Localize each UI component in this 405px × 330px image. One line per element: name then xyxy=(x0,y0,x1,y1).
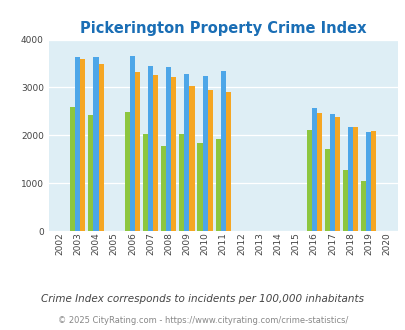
Title: Pickerington Property Crime Index: Pickerington Property Crime Index xyxy=(80,21,366,36)
Bar xyxy=(342,170,347,231)
Bar xyxy=(80,59,85,231)
Bar xyxy=(134,72,140,231)
Bar xyxy=(202,77,207,231)
Bar xyxy=(93,57,98,231)
Bar xyxy=(306,130,311,231)
Bar xyxy=(207,90,212,231)
Bar xyxy=(316,113,321,231)
Bar xyxy=(179,134,184,231)
Bar xyxy=(371,131,375,231)
Text: © 2025 CityRating.com - https://www.cityrating.com/crime-statistics/: © 2025 CityRating.com - https://www.city… xyxy=(58,316,347,325)
Bar xyxy=(189,85,194,231)
Bar xyxy=(124,112,130,231)
Bar xyxy=(143,134,148,231)
Bar xyxy=(311,108,316,231)
Bar xyxy=(215,139,220,231)
Bar xyxy=(220,71,225,231)
Bar xyxy=(148,66,153,231)
Bar xyxy=(166,67,171,231)
Bar xyxy=(352,127,357,231)
Bar xyxy=(225,92,230,231)
Bar xyxy=(153,75,158,231)
Bar xyxy=(329,114,334,231)
Bar xyxy=(130,56,134,231)
Bar xyxy=(171,78,176,231)
Bar xyxy=(75,57,80,231)
Bar xyxy=(334,117,339,231)
Bar xyxy=(360,181,365,231)
Bar xyxy=(347,127,352,231)
Bar xyxy=(365,132,371,231)
Bar xyxy=(161,146,166,231)
Bar xyxy=(184,74,189,231)
Text: Crime Index corresponds to incidents per 100,000 inhabitants: Crime Index corresponds to incidents per… xyxy=(41,294,364,304)
Bar xyxy=(324,149,329,231)
Bar xyxy=(88,115,93,231)
Bar xyxy=(70,107,75,231)
Bar xyxy=(197,143,202,231)
Bar xyxy=(98,63,103,231)
